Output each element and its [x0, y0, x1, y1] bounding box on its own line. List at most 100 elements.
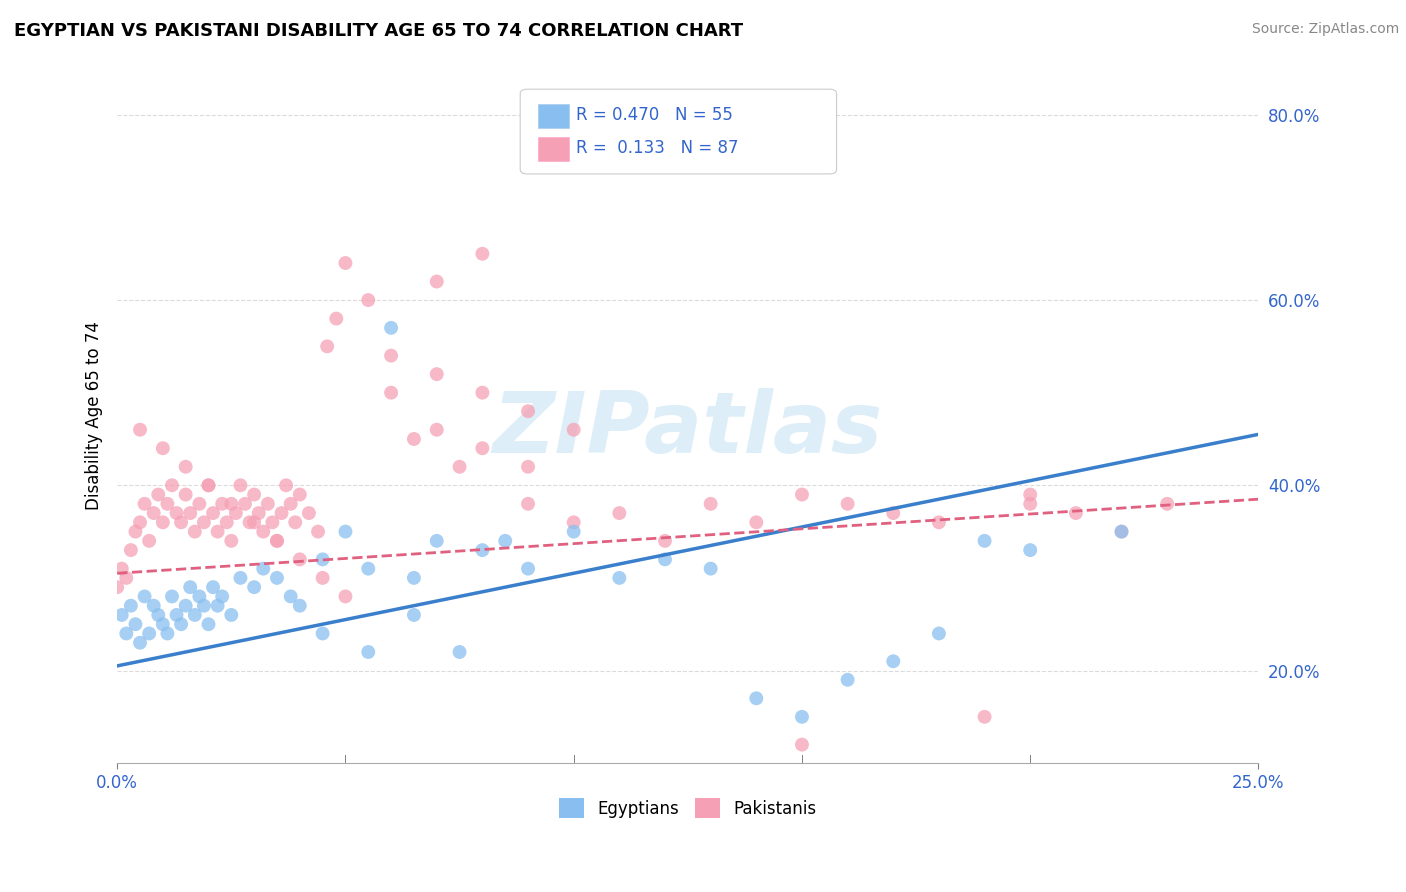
Point [745, 516, 768, 530]
Point [221, 497, 243, 511]
Point [221, 533, 243, 548]
Point [197, 478, 219, 492]
Point [193, 599, 215, 613]
Point [202, 580, 225, 594]
Point [280, 497, 302, 511]
Point [402, 571, 425, 585]
Point [1064, 506, 1087, 520]
Point [243, 516, 266, 530]
Point [298, 506, 321, 520]
Point [311, 552, 333, 566]
Text: ZIPatlas: ZIPatlas [492, 388, 883, 471]
Point [202, 506, 225, 520]
Point [928, 626, 950, 640]
Point [790, 487, 813, 501]
Point [357, 293, 380, 307]
Point [152, 442, 174, 456]
Point [307, 524, 329, 539]
Point [274, 478, 297, 492]
Point [270, 506, 292, 520]
Point [284, 516, 307, 530]
Point [654, 533, 676, 548]
Point [179, 506, 201, 520]
Point [142, 506, 165, 520]
Point [138, 533, 160, 548]
Point [174, 599, 197, 613]
Point [115, 571, 138, 585]
Point [211, 590, 233, 604]
Point [266, 571, 288, 585]
Point [266, 533, 288, 548]
Point [243, 580, 266, 594]
Point [928, 516, 950, 530]
Point [426, 275, 449, 289]
Point [280, 590, 302, 604]
Point [973, 710, 995, 724]
Point [288, 552, 311, 566]
Point [494, 533, 516, 548]
Point [609, 506, 631, 520]
Point [233, 497, 256, 511]
Point [471, 442, 494, 456]
Point [1019, 543, 1042, 558]
Point [256, 497, 278, 511]
Text: EGYPTIAN VS PAKISTANI DISABILITY AGE 65 TO 74 CORRELATION CHART: EGYPTIAN VS PAKISTANI DISABILITY AGE 65 … [14, 22, 744, 40]
Point [562, 423, 585, 437]
Point [160, 590, 183, 604]
Point [1111, 524, 1133, 539]
Point [335, 590, 357, 604]
Point [197, 617, 219, 632]
Point [148, 487, 170, 501]
Point [239, 516, 262, 530]
Point [221, 607, 243, 622]
Point [152, 617, 174, 632]
Point [166, 607, 188, 622]
Point [426, 533, 449, 548]
Point [311, 571, 333, 585]
Point [973, 533, 995, 548]
Point [124, 524, 146, 539]
Point [402, 607, 425, 622]
Point [517, 497, 540, 511]
Point [211, 497, 233, 511]
Point [105, 580, 128, 594]
Point [288, 487, 311, 501]
Point [156, 626, 179, 640]
Point [179, 580, 201, 594]
Point [184, 607, 207, 622]
Point [654, 552, 676, 566]
Y-axis label: Disability Age 65 to 74: Disability Age 65 to 74 [86, 321, 103, 510]
Point [1019, 497, 1042, 511]
Point [166, 506, 188, 520]
Point [699, 497, 721, 511]
Point [207, 599, 229, 613]
Point [120, 599, 142, 613]
Point [160, 478, 183, 492]
Point [426, 367, 449, 381]
Point [426, 423, 449, 437]
Point [243, 487, 266, 501]
Text: R =  0.133   N = 87: R = 0.133 N = 87 [576, 139, 740, 157]
Point [335, 524, 357, 539]
Point [837, 497, 859, 511]
Point [517, 561, 540, 575]
Point [266, 533, 288, 548]
Point [380, 349, 402, 363]
Point [197, 478, 219, 492]
Point [188, 590, 211, 604]
Point [184, 524, 207, 539]
Point [252, 561, 274, 575]
Point [174, 487, 197, 501]
Point [517, 404, 540, 418]
Point [215, 516, 238, 530]
Point [745, 691, 768, 706]
Point [517, 459, 540, 474]
Text: Source: ZipAtlas.com: Source: ZipAtlas.com [1251, 22, 1399, 37]
Point [156, 497, 179, 511]
Point [262, 516, 284, 530]
Point [790, 738, 813, 752]
Point [699, 561, 721, 575]
Point [471, 385, 494, 400]
Point [142, 599, 165, 613]
Point [288, 599, 311, 613]
